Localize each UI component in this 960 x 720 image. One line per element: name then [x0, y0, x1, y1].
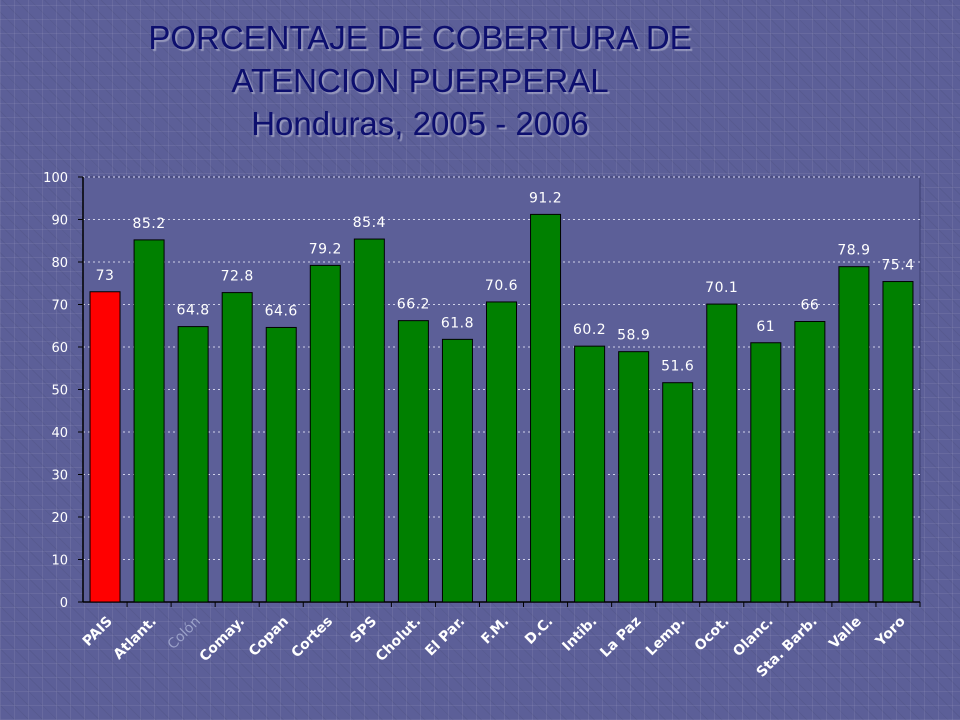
bar	[750, 342, 782, 603]
title-line-2: ATENCION PUERPERAL	[231, 62, 609, 99]
data-label: 64.6	[265, 303, 298, 319]
title-line-3: Honduras, 2005 - 2006	[251, 105, 589, 142]
data-label: 75.4	[881, 258, 914, 274]
data-label: 51.6	[661, 359, 694, 375]
bar	[353, 238, 385, 603]
category-label: F.M.	[478, 614, 512, 648]
data-label: 66	[800, 298, 819, 314]
category-label: Valle	[826, 614, 865, 653]
y-tick-label: 0	[60, 596, 68, 611]
y-tick-label: 20	[51, 511, 68, 526]
category-label: Colón	[165, 614, 204, 653]
bar	[794, 321, 826, 603]
bar	[574, 345, 606, 603]
bar	[486, 301, 517, 603]
y-tick-label: 60	[51, 341, 68, 356]
bar	[706, 303, 738, 603]
y-tick-label: 90	[51, 214, 68, 229]
bar	[662, 382, 694, 603]
y-tick-label: 10	[51, 554, 68, 569]
category-label: Cortes	[289, 614, 337, 662]
bar	[530, 213, 562, 603]
bar	[221, 292, 253, 603]
data-label: 61	[756, 319, 775, 335]
bar	[177, 326, 209, 603]
bar	[265, 326, 297, 603]
category-label: Copan	[246, 614, 292, 660]
bar	[309, 264, 341, 603]
category-label: La Paz	[597, 614, 644, 661]
data-label: 66.2	[397, 297, 430, 313]
data-label: 72.8	[221, 269, 254, 285]
chart-title: PORCENTAJE DE COBERTURA DE ATENCION PUER…	[80, 16, 760, 145]
bar	[133, 239, 165, 603]
bar	[89, 291, 121, 603]
category-label: PAIS	[80, 614, 116, 650]
data-label: 85.4	[353, 215, 386, 231]
data-label: 85.2	[132, 216, 165, 232]
data-label: 61.8	[441, 315, 474, 331]
category-label: SPS	[347, 614, 380, 647]
category-label: Cholut.	[373, 614, 424, 665]
y-tick-label: 30	[51, 469, 68, 484]
bar	[397, 320, 429, 603]
category-label: Lemp.	[643, 614, 688, 659]
bar	[618, 351, 650, 603]
y-tick-label: 50	[51, 384, 68, 399]
title-line-1: PORCENTAJE DE COBERTURA DE	[148, 19, 692, 56]
y-tick-label: 100	[43, 171, 68, 186]
bar	[882, 281, 914, 603]
data-label: 78.9	[837, 243, 870, 259]
data-label: 60.2	[573, 322, 606, 338]
data-label: 58.9	[617, 328, 650, 344]
category-label: Ocot.	[692, 614, 733, 655]
category-label: D.C.	[522, 614, 556, 648]
y-tick-label: 70	[51, 299, 68, 314]
y-tick-label: 40	[51, 426, 68, 441]
category-label: Comay.	[197, 614, 248, 665]
bar	[441, 338, 473, 603]
data-label: 64.8	[177, 303, 210, 319]
data-label: 70.6	[485, 278, 518, 294]
bar	[838, 266, 870, 603]
category-label: Intib.	[559, 614, 600, 655]
data-label: 91.2	[529, 190, 562, 206]
data-label: 70.1	[705, 280, 738, 296]
category-label: El Par.	[422, 614, 468, 660]
category-label: Atlant.	[111, 614, 160, 663]
data-label: 73	[96, 268, 115, 284]
y-tick-label: 80	[51, 256, 68, 271]
data-label: 79.2	[309, 241, 342, 257]
category-label: Yoro	[872, 613, 909, 650]
